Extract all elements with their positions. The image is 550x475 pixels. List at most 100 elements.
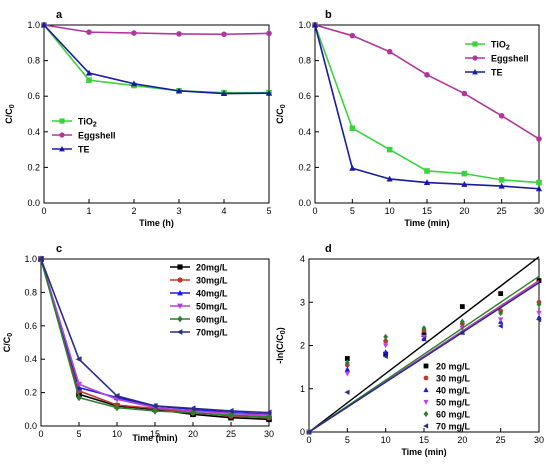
legend-marker bbox=[423, 399, 429, 405]
data-point bbox=[130, 80, 138, 87]
legend-label: 30 mg/L bbox=[436, 374, 471, 384]
data-point bbox=[386, 48, 393, 55]
legend-label: TE bbox=[78, 145, 90, 155]
data-point bbox=[189, 405, 196, 412]
y-tick-label: 1.0 bbox=[27, 20, 40, 30]
fit-line bbox=[308, 256, 540, 433]
series-line bbox=[43, 24, 270, 36]
data-point bbox=[536, 316, 542, 323]
data-point bbox=[344, 366, 350, 372]
data-point bbox=[461, 170, 468, 177]
data-point bbox=[459, 318, 465, 325]
data-point bbox=[311, 21, 319, 28]
x-tick-label: 5 bbox=[350, 206, 355, 216]
data-point bbox=[498, 177, 505, 183]
series-TE bbox=[311, 21, 543, 192]
data-point bbox=[114, 403, 120, 412]
data-point bbox=[421, 336, 427, 342]
x-axis-label: Time (min) bbox=[404, 218, 449, 228]
x-tick-label: 0 bbox=[38, 429, 43, 439]
x-tick-label: 30 bbox=[264, 429, 274, 439]
legend-marker bbox=[423, 410, 429, 418]
data-point bbox=[459, 304, 465, 309]
panel-b: 0 5 10 15 20 25 30 0.0 0.2 0.4 0.6 0.8 1.0 Time (min)… bbox=[275, 9, 544, 228]
x-tick-label: 20 bbox=[459, 206, 469, 216]
y-tick-label: 0.4 bbox=[298, 127, 311, 137]
series-70 mg/L bbox=[306, 282, 542, 435]
legend-marker bbox=[177, 264, 183, 270]
legend-label: TiO2 bbox=[491, 40, 510, 52]
legend-label: 40mg/L bbox=[196, 289, 228, 299]
series-line bbox=[43, 24, 269, 94]
y-axis-label: -ln(C/C0) bbox=[275, 327, 287, 363]
data-point bbox=[536, 310, 542, 316]
series-TE bbox=[40, 21, 273, 97]
data-point bbox=[461, 180, 468, 187]
legend: 20mg/L 30mg/L 40mg/L 50mg/L 60mg/L 70mg/L bbox=[170, 263, 228, 338]
legend-marker bbox=[177, 315, 183, 323]
legend-label: 50mg/L bbox=[196, 302, 228, 312]
y-tick-label: 0.0 bbox=[24, 421, 37, 431]
x-tick-label: 5 bbox=[345, 435, 350, 445]
y-tick-label: 0.4 bbox=[27, 127, 40, 137]
x-tick-label: 25 bbox=[496, 435, 506, 445]
x-tick-label: 10 bbox=[112, 429, 122, 439]
legend-marker bbox=[472, 55, 478, 61]
data-point bbox=[421, 325, 427, 332]
legend-marker bbox=[177, 277, 183, 283]
legend-label: 60mg/L bbox=[196, 315, 228, 325]
data-point bbox=[40, 21, 48, 28]
data-point bbox=[383, 349, 389, 355]
series-Eggshell bbox=[312, 22, 542, 142]
legend-marker bbox=[59, 145, 65, 152]
legend: TiO2 Eggshell TE bbox=[465, 40, 529, 78]
data-point bbox=[76, 393, 82, 402]
data-point bbox=[152, 407, 158, 415]
data-point bbox=[383, 333, 389, 340]
series-line bbox=[43, 24, 270, 95]
panel-c: 0 5 10 15 20 25 30 0.0 0.2 0.4 0.6 0.8 1.0 Time (min)… bbox=[2, 243, 274, 443]
data-point bbox=[383, 343, 389, 349]
series-line bbox=[40, 258, 270, 419]
data-point bbox=[424, 72, 430, 78]
data-point bbox=[424, 168, 430, 174]
data-point bbox=[421, 332, 427, 338]
x-tick-label: 15 bbox=[419, 435, 429, 445]
x-tick-label: 0 bbox=[41, 206, 46, 216]
series-20mg/L bbox=[38, 256, 272, 423]
x-tick-label: 15 bbox=[422, 206, 432, 216]
data-point bbox=[423, 179, 431, 186]
series-line bbox=[40, 258, 270, 421]
series-30mg/L bbox=[38, 256, 272, 421]
fit-line bbox=[308, 282, 540, 433]
legend-marker bbox=[423, 375, 429, 381]
panel-a: 0 1 2 3 4 5 0.0 0.2 0.4 0.6 0.8 1.0 Time (h) C/C0 a TiO… bbox=[4, 9, 273, 228]
legend: 20 mg/L 30 mg/L 40 mg/L 50 mg/L 60 mg/L 70 mg… bbox=[423, 362, 471, 432]
data-point bbox=[344, 371, 350, 377]
data-point bbox=[382, 353, 388, 359]
legend-marker bbox=[59, 132, 65, 138]
y-tick-label: 1.0 bbox=[298, 20, 311, 30]
x-tick-label: 20 bbox=[188, 429, 198, 439]
series-line bbox=[40, 258, 270, 416]
legend-marker bbox=[472, 41, 478, 47]
data-point bbox=[383, 351, 389, 357]
legend-marker bbox=[472, 68, 478, 75]
y-tick-label: 0.6 bbox=[298, 91, 311, 101]
fit-line bbox=[308, 275, 540, 433]
x-tick-label: 0 bbox=[312, 206, 317, 216]
y-tick-label: 1 bbox=[300, 384, 305, 394]
series-Eggshell bbox=[41, 22, 272, 38]
data-point bbox=[498, 317, 504, 323]
data-point bbox=[498, 182, 505, 189]
series-60 mg/L bbox=[306, 275, 542, 436]
legend-marker bbox=[423, 423, 429, 429]
data-point bbox=[227, 407, 234, 415]
x-tick-label: 2 bbox=[131, 206, 136, 216]
legend-label: TiO2 bbox=[78, 117, 97, 129]
series-line bbox=[40, 258, 270, 416]
y-tick-label: 0.0 bbox=[27, 198, 40, 208]
data-point bbox=[265, 409, 272, 416]
data-point bbox=[498, 309, 504, 317]
